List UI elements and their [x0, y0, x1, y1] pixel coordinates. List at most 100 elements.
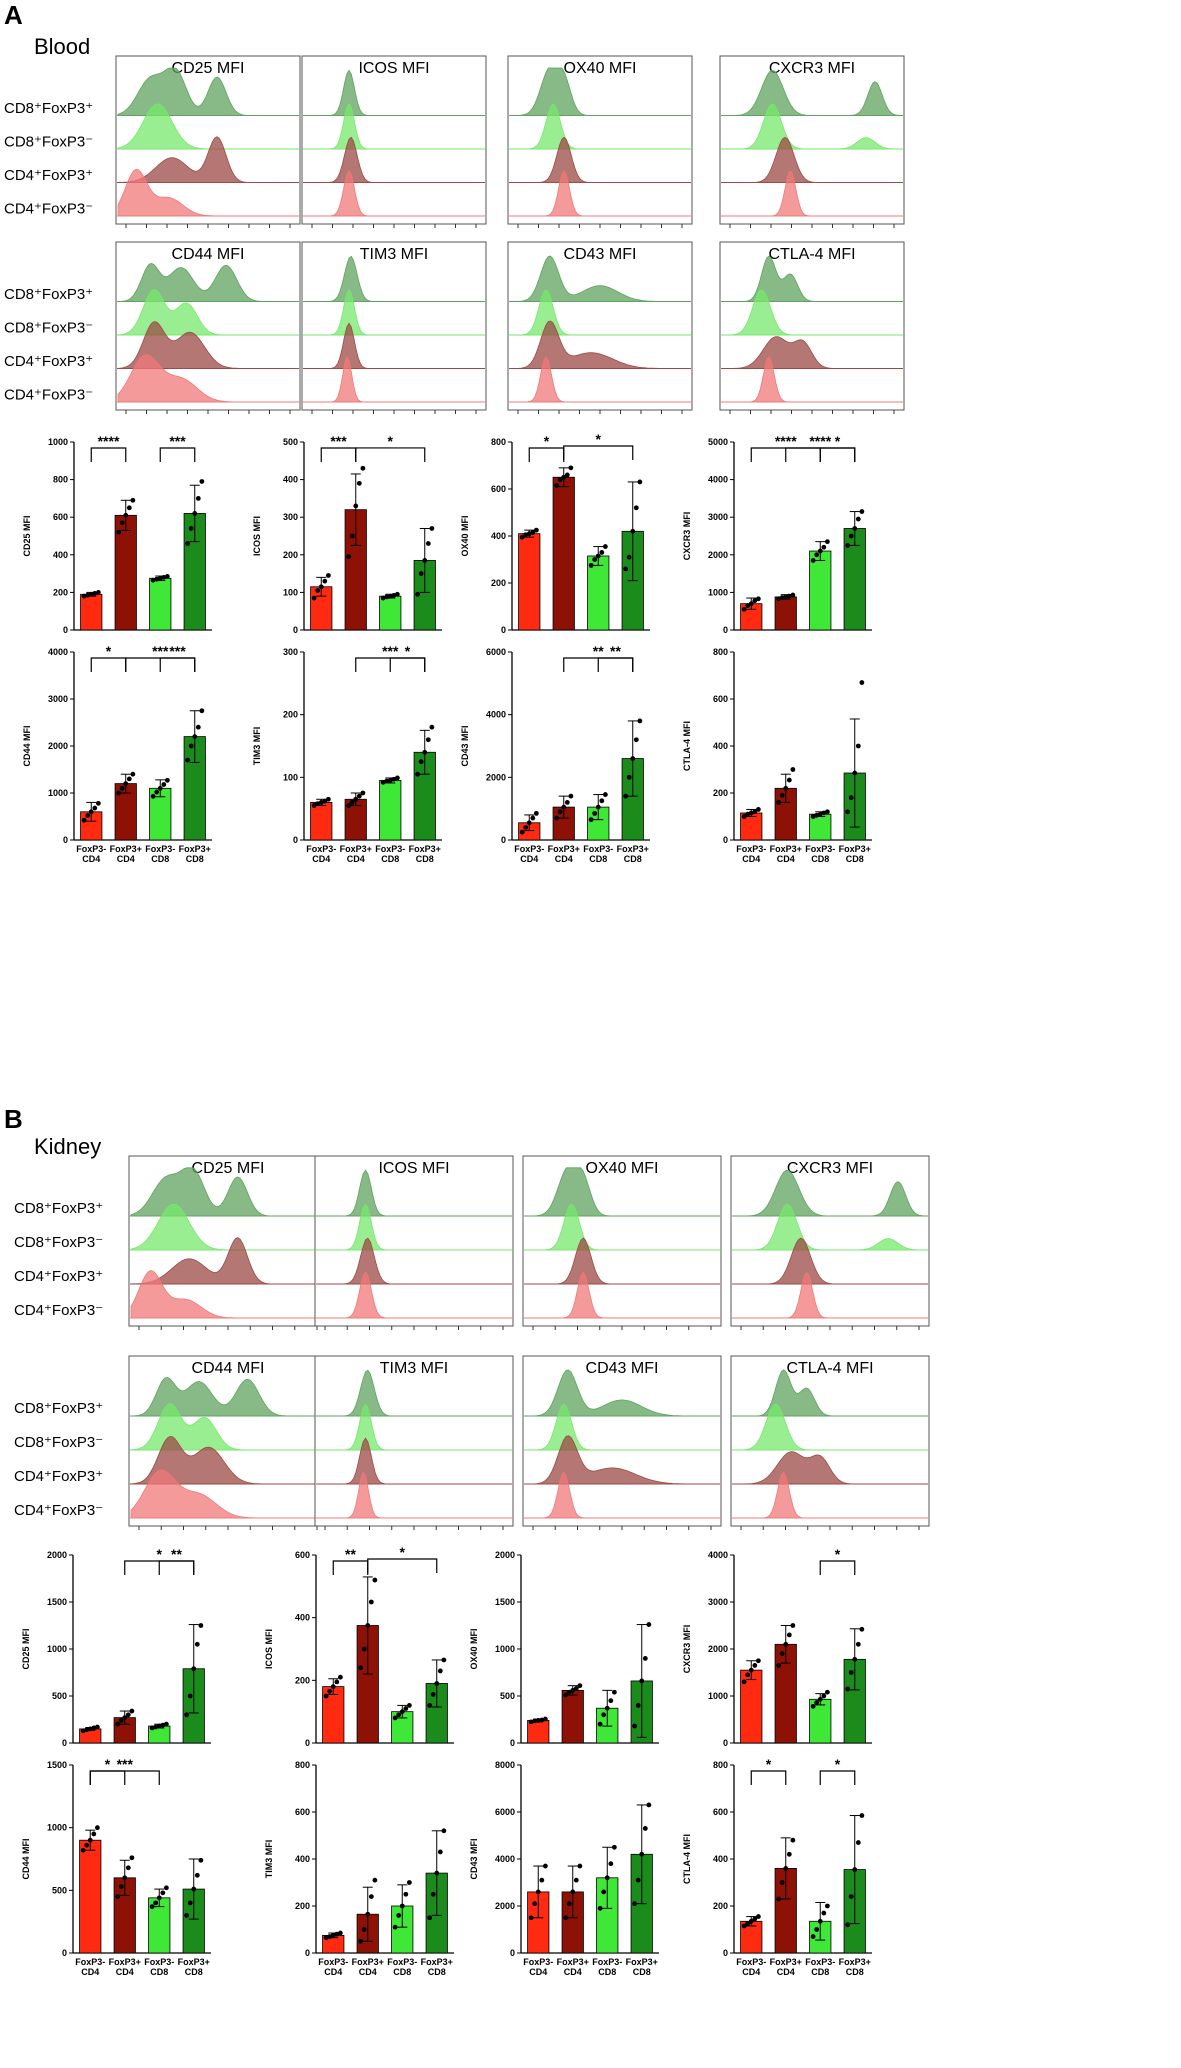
panel-letter: B [4, 1104, 23, 1134]
data-point [573, 1686, 579, 1691]
significance-bracket: * [819, 433, 856, 462]
category-label: FoxP3-CD8 [375, 844, 405, 864]
data-point [554, 483, 560, 488]
bar-group-foxp3-cd4 [356, 1576, 379, 1744]
bar-group-foxp3-cd4 [518, 810, 541, 841]
data-point [814, 1927, 820, 1932]
histogram-frame [314, 1355, 514, 1527]
histogram-cd44-mfi: CD44 MFI [115, 241, 301, 414]
data-point [163, 1885, 169, 1891]
significance-bracket: *** [159, 433, 196, 462]
data-point [195, 724, 201, 730]
data-point [129, 1855, 135, 1861]
histogram-axis [729, 410, 895, 414]
data-point [535, 1889, 541, 1895]
data-point [855, 1840, 861, 1845]
significance-label: * [835, 433, 841, 449]
bar-group-foxp3-cd4 [740, 1914, 763, 1954]
y-tick-label: 200 [713, 788, 728, 798]
data-point [821, 1693, 827, 1699]
data-point [519, 534, 525, 540]
data-point [630, 528, 636, 534]
bar-group-foxp3-cd8 [630, 1622, 653, 1744]
category-label-line: FoxP3- [805, 1957, 835, 1967]
population-label: CD8⁺FoxP3⁺ [14, 1200, 103, 1217]
category-label-line: CD4 [529, 1967, 547, 1977]
data-point [372, 1877, 378, 1883]
category-label-line: FoxP3- [375, 844, 405, 854]
bar-group-foxp3-cd4 [774, 592, 797, 631]
data-point [337, 1674, 343, 1680]
histogram-axis [517, 410, 683, 414]
y-tick-label: 300 [283, 512, 298, 522]
category-label: FoxP3-CD4 [514, 844, 544, 864]
y-axis-label: OX40 MFI [469, 1628, 479, 1669]
data-point [635, 1703, 641, 1708]
data-point [156, 1895, 162, 1901]
data-point [824, 539, 830, 545]
data-point [852, 1867, 858, 1872]
category-label-line: FoxP3- [514, 844, 544, 854]
data-point [599, 798, 605, 804]
data-point [783, 594, 789, 600]
bar-group-foxp3-cd8 [843, 509, 866, 631]
bracket-line [90, 657, 127, 672]
data-point [153, 1900, 159, 1906]
data-point [149, 1904, 155, 1910]
data-point [588, 817, 594, 823]
data-point [810, 1934, 816, 1939]
population-label: CD8⁺FoxP3⁺ [4, 100, 93, 117]
data-point [415, 771, 421, 777]
bracket-line [89, 1770, 126, 1785]
y-axis-label: CD25 MFI [22, 515, 32, 556]
data-point [542, 1863, 548, 1869]
bar [310, 802, 333, 841]
data-point [161, 782, 167, 787]
histogram-ox40-mfi: OX40 MFI [507, 55, 693, 228]
y-tick-label: 1000 [495, 1644, 515, 1654]
data-point [745, 1672, 751, 1678]
data-point [353, 796, 359, 802]
data-point [755, 1914, 761, 1919]
histogram-ctla-4-mfi: CTLA-4 MFI [730, 1355, 930, 1530]
category-label-line: FoxP3- [736, 1957, 766, 1967]
data-point [125, 1712, 131, 1718]
data-point [845, 809, 851, 815]
significance-bracket: * [563, 431, 634, 460]
y-axis-label: TIM3 MFI [252, 727, 262, 766]
data-point [198, 1857, 204, 1863]
tissue-label: Blood [34, 34, 90, 59]
y-tick-label: 200 [283, 710, 298, 720]
section-blood: A Blood CD8⁺FoxP3⁺ CD8⁺FoxP3⁻ CD4⁺FoxP3⁺ CD4⁺… [4, 0, 905, 864]
y-tick-label: 2000 [495, 1901, 515, 1911]
data-point [185, 541, 191, 546]
data-point [859, 1813, 865, 1818]
data-point [396, 1913, 402, 1918]
category-label-line: CD8 [624, 854, 642, 864]
data-point [130, 497, 136, 503]
data-point [642, 1826, 648, 1831]
category-label: FoxP3+ CD8 [409, 844, 441, 864]
y-tick-label: 0 [63, 625, 68, 635]
bracket-line [158, 1560, 195, 1575]
histogram-cd44-mfi: CD44 MFI [128, 1355, 328, 1530]
data-point [330, 1684, 336, 1689]
category-label-line: CD4 [312, 854, 330, 864]
data-point [779, 792, 785, 798]
bar-group-foxp3-cd8 [182, 1857, 205, 1954]
bar-group-foxp3-cd4 [518, 527, 541, 631]
data-point [632, 1901, 638, 1907]
data-point [115, 1721, 121, 1727]
bar-group-foxp3-cd8 [621, 479, 644, 631]
significance-label: *** [169, 643, 186, 659]
bar-group-foxp3-cd8 [621, 718, 644, 841]
histogram-icos-mfi: ICOS MFI [301, 55, 487, 228]
bar-group-foxp3-cd8 [843, 1626, 866, 1744]
category-label-line: FoxP3+ [110, 844, 142, 854]
data-point [368, 1894, 374, 1899]
y-tick-label: 1000 [47, 1823, 67, 1833]
y-tick-label: 3000 [708, 1597, 728, 1607]
